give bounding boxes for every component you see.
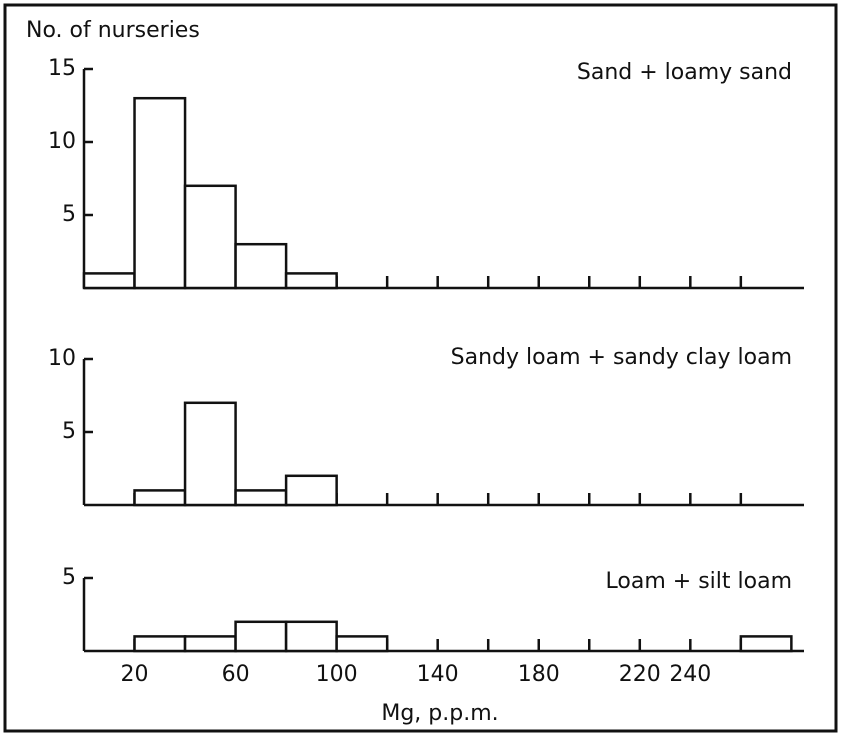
bar <box>284 620 338 653</box>
bar <box>133 96 187 290</box>
y-tick-label: 5 <box>62 202 76 227</box>
x-tick-label: 60 <box>222 662 250 687</box>
panel-title: Sandy loam + sandy clay loam <box>451 345 792 370</box>
x-tick-label: 100 <box>316 662 358 687</box>
bar <box>234 242 288 290</box>
bar <box>739 635 793 653</box>
frame <box>3 3 838 733</box>
bar <box>234 620 288 653</box>
bar <box>335 635 389 653</box>
bar <box>183 635 237 653</box>
x-tick-label: 240 <box>669 662 711 687</box>
panel-title: Sand + loamy sand <box>577 60 792 85</box>
y-tick-label: 10 <box>48 346 76 371</box>
y-tick-label: 5 <box>62 419 76 444</box>
bar <box>82 272 136 290</box>
y-axis-label: No. of nurseries <box>26 18 200 43</box>
bar <box>284 474 338 507</box>
x-tick-label: 140 <box>417 662 459 687</box>
bar <box>183 184 237 290</box>
panel-title: Loam + silt loam <box>606 569 792 594</box>
bar <box>183 401 237 507</box>
x-axis-label: Mg, p.p.m. <box>381 701 498 726</box>
y-tick-label: 5 <box>62 565 76 590</box>
y-tick-label: 10 <box>48 129 76 154</box>
bar <box>284 272 338 290</box>
x-tick-label: 180 <box>518 662 560 687</box>
bar <box>133 635 187 653</box>
bar <box>133 489 187 507</box>
y-tick-label: 15 <box>48 56 76 81</box>
x-tick-label: 220 <box>619 662 661 687</box>
x-tick-label: 20 <box>121 662 149 687</box>
bar <box>234 489 288 507</box>
